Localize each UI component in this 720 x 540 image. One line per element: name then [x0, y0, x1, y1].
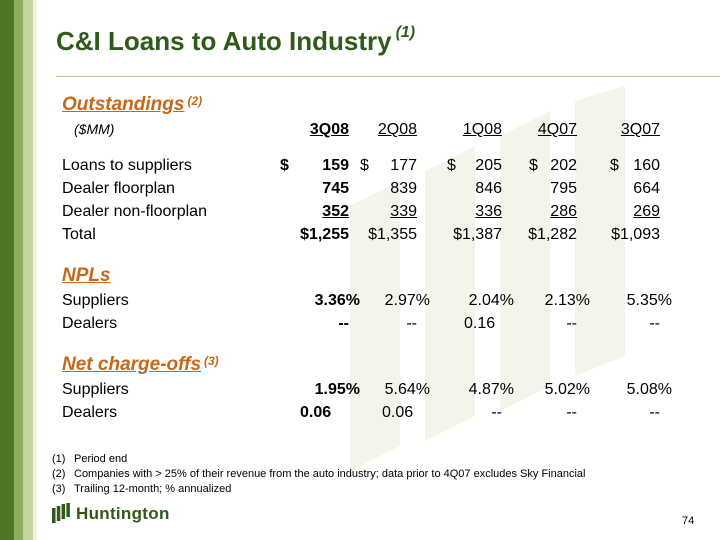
title-divider — [56, 76, 720, 77]
column-header-2q08: 2Q08 — [377, 121, 417, 138]
column-header-1q08: 1Q08 — [462, 121, 502, 138]
table-row-total: Total $1,255 $1,355 $1,387 $1,282 $1,093 — [62, 226, 682, 246]
value-1q08: 0.16 — [464, 315, 496, 332]
chargeoffs-heading: Net charge-offs — [62, 354, 202, 375]
row-label: Dealer non-floorplan — [62, 203, 207, 220]
row-label: Total — [62, 226, 96, 243]
value-3q08: $1,255 — [300, 226, 349, 243]
left-stripe-pale — [33, 0, 37, 540]
value-4q07: 2.13% — [544, 292, 590, 309]
value-2q08: $1,355 — [368, 226, 417, 243]
left-stripe-dark — [0, 0, 14, 540]
table-row: Suppliers 3.36% 2.97% 2.04% 2.13% 5.35% — [62, 292, 682, 312]
value-3q07: -- — [649, 315, 660, 332]
table-row: Suppliers 1.95% 5.64% 4.87% 5.02% 5.08% — [62, 381, 682, 401]
logo-text: Huntington — [76, 504, 170, 523]
value-1q08: 846 — [475, 180, 502, 197]
dollar-sign: $ — [529, 157, 538, 174]
outstandings-footnote-ref: (2) — [187, 94, 203, 108]
value-4q07: 795 — [550, 180, 577, 197]
dollar-sign: $ — [447, 157, 456, 174]
value-1q08: 2.04% — [468, 292, 514, 309]
value-3q08: -- — [338, 315, 349, 332]
value-3q08: 1.95% — [314, 381, 360, 398]
row-label: Suppliers — [62, 381, 129, 398]
huntington-logo: Huntington — [52, 503, 170, 525]
value-4q07: $1,282 — [528, 226, 577, 243]
footnote-number: (2) — [52, 468, 66, 480]
column-header-4q07: 4Q07 — [537, 121, 577, 138]
value-4q07: 286 — [550, 203, 577, 220]
value-2q08: -- — [406, 315, 417, 332]
dollar-sign: $ — [610, 157, 619, 174]
slide-title: C&I Loans to Auto Industry (1) — [56, 24, 416, 57]
left-stripe-light — [23, 0, 33, 540]
row-label: Dealers — [62, 315, 118, 332]
table-row: Dealers 0.06 0.06 -- -- -- — [62, 404, 682, 424]
value-3q07: 5.08% — [626, 381, 672, 398]
value-3q07: 5.35% — [626, 292, 672, 309]
table-row: Dealer non-floorplan 352 339 336 286 269 — [62, 203, 682, 223]
footnote-3: (3) Trailing 12-month; % annualized — [52, 482, 585, 497]
value-3q08: 159 — [322, 157, 349, 174]
row-label: Dealers — [62, 404, 118, 421]
value-1q08: 4.87% — [468, 381, 514, 398]
value-1q08: 336 — [475, 203, 502, 220]
value-1q08: $1,387 — [453, 226, 502, 243]
dollar-sign: $ — [280, 157, 289, 174]
value-3q07: 269 — [633, 203, 660, 220]
row-label: Dealer floorplan — [62, 180, 175, 197]
background-watermark-icon — [350, 86, 625, 471]
value-3q07: -- — [649, 404, 660, 421]
left-stripe-mid — [14, 0, 23, 540]
value-2q08: 839 — [390, 180, 417, 197]
row-label: Loans to suppliers — [62, 157, 192, 174]
value-3q07: 664 — [633, 180, 660, 197]
value-4q07: 202 — [550, 157, 577, 174]
value-3q08: 3.36% — [314, 292, 360, 309]
value-1q08: 205 — [475, 157, 502, 174]
table-row: Dealer floorplan 745 839 846 795 664 — [62, 180, 682, 200]
npls-heading: NPLs — [62, 265, 111, 286]
value-3q08: 0.06 — [300, 404, 332, 421]
section-heading-chargeoffs: Net charge-offs (3) — [62, 354, 219, 376]
footnote-text: Companies with > 25% of their revenue fr… — [74, 468, 586, 480]
value-2q08: 177 — [390, 157, 417, 174]
footnote-number: (1) — [52, 453, 66, 465]
footnote-2: (2) Companies with > 25% of their revenue… — [52, 467, 585, 482]
page-number: 74 — [682, 515, 695, 527]
column-header-row: ($MM) 3Q08 2Q08 1Q08 4Q07 3Q07 — [62, 121, 682, 141]
section-heading-outstandings: Outstandings (2) — [62, 94, 202, 116]
units-label: ($MM) — [74, 121, 115, 137]
title-text: C&I Loans to Auto Industry — [56, 26, 392, 56]
title-footnote-ref: (1) — [395, 24, 416, 41]
column-header-3q07: 3Q07 — [620, 121, 660, 138]
value-2q08: 2.97% — [384, 292, 430, 309]
value-3q08: 745 — [322, 180, 349, 197]
chargeoffs-footnote-ref: (3) — [204, 354, 219, 368]
value-4q07: 5.02% — [544, 381, 590, 398]
value-1q08: -- — [491, 404, 502, 421]
footnote-1: (1) Period end — [52, 452, 585, 467]
value-2q08: 339 — [390, 203, 417, 220]
value-4q07: -- — [566, 404, 577, 421]
value-3q08: 352 — [322, 203, 349, 220]
dollar-sign: $ — [360, 157, 369, 174]
row-label: Suppliers — [62, 292, 129, 309]
value-3q07: 160 — [633, 157, 660, 174]
footnotes: (1) Period end (2) Companies with > 25% of… — [52, 452, 585, 497]
section-heading-npls: NPLs — [62, 265, 111, 287]
value-2q08: 0.06 — [382, 404, 414, 421]
column-header-3q08: 3Q08 — [309, 121, 349, 138]
value-4q07: -- — [566, 315, 577, 332]
footnote-text: Period end — [74, 453, 128, 465]
value-3q07: $1,093 — [611, 226, 660, 243]
footnote-text: Trailing 12-month; % annualized — [74, 483, 232, 495]
value-2q08: 5.64% — [384, 381, 430, 398]
table-row: Dealers -- -- 0.16 -- -- — [62, 315, 682, 335]
footnote-number: (3) — [52, 483, 66, 495]
table-row: Loans to suppliers $ $ $ $ $ 159 177 205… — [62, 157, 682, 177]
outstandings-heading: Outstandings — [62, 94, 185, 115]
huntington-logo-icon — [52, 503, 70, 523]
